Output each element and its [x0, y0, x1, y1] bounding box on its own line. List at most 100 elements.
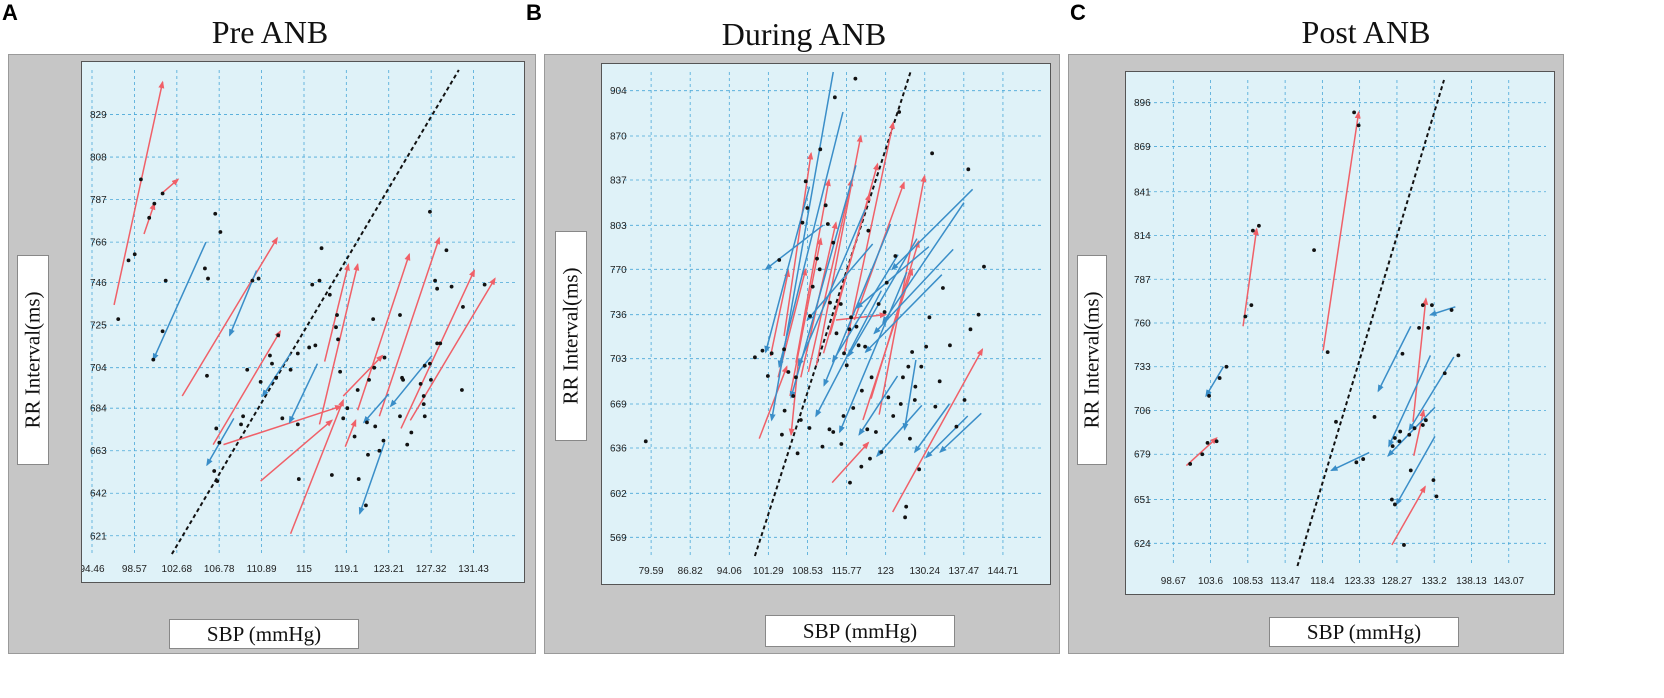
- data-point: [250, 278, 255, 283]
- sequence-arrow-down: [864, 274, 943, 354]
- data-point: [258, 379, 263, 384]
- sequence-arrow-down: [261, 353, 292, 398]
- data-point: [1257, 223, 1261, 228]
- data-point: [1442, 371, 1447, 376]
- data-point: [941, 286, 945, 290]
- data-point: [1407, 432, 1412, 437]
- sequence-arrow-up: [400, 269, 475, 429]
- data-point: [810, 284, 815, 289]
- data-point: [151, 357, 156, 362]
- data-point: [769, 351, 774, 356]
- x-tick-label: 128.27: [1382, 576, 1413, 587]
- data-point: [903, 515, 907, 520]
- y-axis-label-box-a: RR Interval(ms): [17, 255, 49, 465]
- data-point: [435, 341, 440, 346]
- sequence-arrow-up: [870, 239, 920, 399]
- data-point: [805, 206, 810, 210]
- x-tick-label: 108.53: [792, 566, 823, 577]
- data-point: [218, 230, 223, 234]
- data-point: [307, 345, 312, 350]
- x-tick-label: 115: [296, 564, 312, 575]
- y-tick-label: 760: [1134, 319, 1151, 330]
- data-point: [160, 191, 165, 196]
- data-point: [398, 414, 402, 419]
- x-axis-label-a: SBP (mmHg): [206, 622, 322, 646]
- data-point: [919, 364, 924, 369]
- data-point: [438, 341, 443, 346]
- x-tick-label: 79.59: [639, 566, 664, 577]
- y-tick-label: 669: [610, 400, 627, 411]
- data-point: [815, 256, 819, 261]
- y-tick-label: 814: [1134, 231, 1151, 242]
- x-tick-label: 127.32: [416, 564, 447, 575]
- data-point: [245, 367, 250, 372]
- data-point: [280, 416, 285, 421]
- y-tick-label: 569: [610, 533, 627, 544]
- x-axis-label-box-b: SBP (mmHg): [765, 615, 955, 647]
- data-point: [780, 432, 784, 437]
- panel-title-a: Pre ANB: [211, 14, 329, 50]
- data-point: [820, 444, 825, 449]
- sequence-arrow-up: [1322, 110, 1361, 351]
- panel-c: C Post ANB 98.67 103.6 108.53 113.47 118.4 12…: [1068, 0, 1664, 698]
- sequence-arrow-up: [843, 121, 895, 353]
- data-point: [1420, 303, 1425, 308]
- panel-letter-c: C: [1070, 0, 1086, 25]
- sequence-arrow-up: [789, 237, 823, 397]
- data-point: [906, 364, 911, 369]
- sequence-arrow-down: [882, 202, 965, 324]
- chart-svg-b: 79.59 86.82 94.06 101.29 108.53 115.77 123 130.…: [610, 71, 1042, 577]
- sequence-arrow-down: [1377, 325, 1412, 393]
- sequence-arrow-up: [318, 262, 360, 425]
- plot-area-b: 79.59 86.82 94.06 101.29 108.53 115.77 123 130.…: [601, 63, 1051, 585]
- x-tick-label: 115.77: [832, 566, 862, 577]
- y-tick-label: 870: [610, 132, 627, 143]
- data-point: [898, 402, 903, 406]
- data-point: [147, 215, 152, 220]
- sequence-arrow-down: [831, 254, 899, 363]
- panel-letter-b: B: [526, 0, 542, 25]
- sequence-arrow-down: [764, 186, 811, 354]
- data-point: [241, 414, 246, 419]
- data-point: [270, 361, 274, 366]
- x-tick-label: 113.47: [1270, 576, 1300, 587]
- sequence-arrow-up: [1391, 485, 1426, 546]
- y-tick-label: 679: [1134, 450, 1151, 461]
- y-tick-label: 829: [90, 110, 107, 121]
- x-tick-label: 102.68: [162, 564, 193, 575]
- data-point: [643, 439, 648, 444]
- x-tick-label: 108.53: [1233, 576, 1264, 587]
- data-point: [217, 440, 222, 445]
- data-point: [765, 374, 770, 378]
- data-point: [966, 167, 971, 172]
- data-point: [1372, 415, 1377, 419]
- sequence-arrow-down: [1428, 306, 1456, 316]
- y-tick-label: 733: [1134, 362, 1151, 373]
- y-tick-label: 621: [90, 531, 107, 542]
- y-axis-label-b: RR Interval(ms): [558, 267, 583, 405]
- sequence-arrow-up: [342, 354, 384, 397]
- data-point: [879, 450, 884, 454]
- x-tick-label: 123.21: [373, 564, 404, 575]
- sequence-arrow-up: [769, 269, 791, 357]
- data-point: [1449, 308, 1454, 312]
- data-point: [912, 398, 917, 402]
- data-point: [869, 375, 874, 380]
- data-point: [910, 350, 915, 354]
- panel-b: B During ANB 79.59 86.82 94.06 101.29 108.53…: [526, 0, 1068, 698]
- sequence-arrow-down: [1387, 406, 1436, 457]
- x-tick-label: 94.06: [717, 566, 742, 577]
- x-tick-label: 110.89: [247, 564, 277, 575]
- data-point: [1393, 502, 1397, 507]
- data-point: [206, 276, 210, 281]
- data-point: [313, 343, 318, 348]
- x-tick-label: 123.33: [1344, 576, 1375, 587]
- y-axis-label-a: RR Interval(ms): [20, 291, 45, 429]
- data-point: [1224, 364, 1229, 369]
- data-point: [367, 377, 371, 382]
- sequence-arrow-up: [289, 398, 344, 535]
- y-axis-label-c: RR Interval(ms): [1079, 291, 1104, 429]
- sequence-arrow-up: [181, 236, 278, 397]
- data-point: [381, 438, 386, 443]
- data-point: [338, 369, 343, 374]
